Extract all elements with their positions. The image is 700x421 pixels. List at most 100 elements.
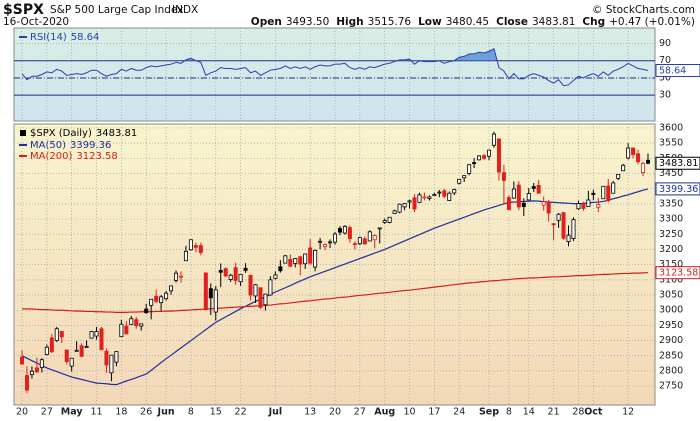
x-tick-label: 17	[428, 407, 440, 418]
candle-body	[372, 235, 377, 241]
x-tick-label: 20	[329, 407, 341, 418]
y-tick-label: 3050	[659, 290, 683, 301]
candle-body	[278, 266, 283, 272]
candle-body	[402, 203, 407, 208]
candle-body	[591, 192, 596, 195]
candle-body	[273, 274, 278, 279]
candle-body	[178, 275, 183, 278]
candle-body	[352, 243, 357, 246]
x-tick-label: Jun	[157, 407, 175, 418]
candle-body	[203, 272, 208, 311]
candle-body	[332, 233, 337, 243]
candle-body	[576, 203, 581, 210]
candle-body	[536, 184, 541, 194]
quote-value: +0.47 (+0.01%)	[609, 16, 695, 28]
candle-body	[84, 345, 89, 348]
candle-body	[506, 197, 511, 211]
quote-value: 3483.81	[532, 16, 575, 28]
candle-body	[427, 196, 432, 199]
candle-body	[308, 247, 313, 264]
candle-body	[616, 174, 621, 179]
candle-body	[581, 203, 586, 209]
symbol: $SPX	[3, 2, 44, 18]
candle-body	[34, 367, 39, 373]
y-tick-label: 90	[659, 38, 671, 49]
candle-body	[382, 220, 387, 223]
y-tick-label: 3150	[659, 259, 683, 270]
candle-body	[129, 318, 134, 325]
candle-body	[29, 370, 34, 376]
candle-body	[482, 155, 487, 159]
y-tick-label: 3000	[659, 305, 683, 316]
y-tick-label: 2950	[659, 320, 683, 331]
overbought-fill	[22, 48, 648, 61]
value-tag-box	[655, 182, 700, 196]
y-tick-label: 70	[659, 55, 671, 66]
legend-label: $SPX (Daily)	[30, 128, 92, 139]
candle-body	[323, 244, 328, 248]
y-tick-label: 3450	[659, 168, 683, 179]
x-tick-label: 14	[523, 407, 535, 418]
legend-value: 3399.36	[70, 140, 111, 151]
candle-body	[551, 223, 556, 226]
candle-body	[243, 267, 248, 271]
candle-body	[357, 237, 362, 245]
exchange: INDX	[172, 4, 198, 16]
candle-body	[556, 213, 561, 221]
candle-body	[422, 196, 427, 199]
value-tag-box	[655, 64, 700, 78]
candle-body	[541, 201, 546, 206]
candle-body	[462, 175, 467, 179]
x-tick-label: 24	[453, 407, 465, 418]
candle-body	[641, 163, 646, 174]
moving-average-line	[21, 272, 649, 313]
candle-body	[452, 189, 457, 194]
candle-body	[228, 274, 233, 280]
candle-body	[397, 203, 402, 213]
candle-body	[114, 351, 119, 363]
candle-body	[79, 345, 84, 357]
candle-body	[626, 147, 631, 159]
candle-body	[521, 202, 526, 208]
candle-body	[213, 289, 218, 313]
candle-body	[467, 164, 472, 174]
candle-body	[188, 239, 193, 251]
x-tick-label: 27	[41, 407, 53, 418]
legend-marker	[20, 130, 26, 136]
candle-body	[487, 149, 492, 157]
y-tick-label: 3550	[659, 138, 683, 149]
candle-body	[49, 337, 54, 353]
candle-body	[586, 199, 591, 208]
candle-body	[208, 288, 213, 299]
candle-body	[367, 231, 372, 242]
x-tick-label: 15	[210, 407, 222, 418]
x-tick-label: 20	[16, 407, 28, 418]
quote-value: 3515.76	[368, 16, 412, 28]
candle-body	[159, 296, 164, 304]
candle-body	[566, 234, 571, 242]
x-tick-label: 8	[188, 407, 194, 418]
candle-body	[104, 350, 109, 366]
candle-body	[417, 194, 422, 203]
candle-body	[337, 228, 342, 233]
value-tag-box	[655, 156, 700, 170]
candle-body	[134, 319, 139, 327]
value-tag: 58.64	[659, 66, 686, 77]
legend-label: MA(50)	[30, 140, 66, 151]
candle-body	[39, 359, 44, 368]
candle-body	[387, 216, 392, 223]
candle-body	[377, 227, 382, 230]
legend-value: 58.64	[71, 32, 100, 43]
x-tick-label: 21	[548, 407, 560, 418]
y-tick-label: 3350	[659, 198, 683, 209]
candle-body	[472, 162, 477, 164]
candle-body	[596, 204, 601, 208]
x-tick-label: 26	[140, 407, 152, 418]
quote-label: High	[336, 16, 363, 28]
x-tick-label: Jul	[268, 407, 283, 418]
candle-body	[571, 219, 576, 239]
candle-body	[193, 245, 198, 248]
candle-body	[119, 323, 124, 338]
x-tick-label: 11	[90, 407, 102, 418]
